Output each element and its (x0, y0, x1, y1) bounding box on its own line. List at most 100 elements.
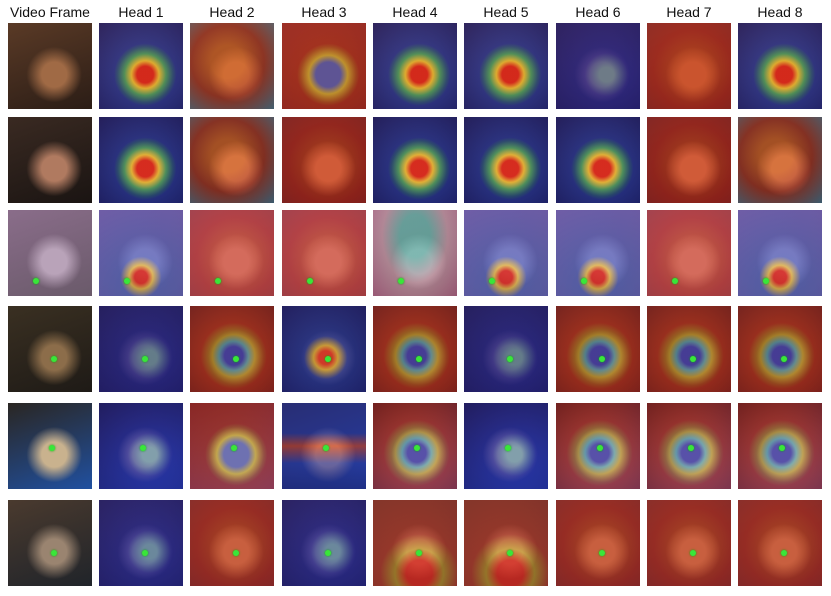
gaze-point-marker (507, 356, 514, 363)
head-3-heatmap-wall-corner (282, 210, 366, 296)
head-3-heatmap-stovetop-pan (282, 23, 366, 109)
attention-overlay (373, 500, 457, 586)
attention-overlay (738, 306, 822, 392)
attention-overlay (738, 210, 822, 296)
attention-overlay (282, 210, 366, 296)
head-7-heatmap-table-gameplay (647, 500, 731, 586)
gaze-point-marker (325, 550, 332, 557)
attention-overlay (556, 117, 640, 203)
head-1-heatmap-board-game-table (99, 306, 183, 392)
gaze-point-marker (488, 277, 495, 284)
gaze-point-marker (51, 356, 58, 363)
attention-overlay (190, 23, 274, 109)
video-frame-stovetop-pan (8, 23, 92, 109)
header-video-frame: Video Frame (10, 4, 90, 20)
gaze-point-marker (690, 550, 697, 557)
head-4-heatmap-dining-room-person (373, 403, 457, 489)
attention-overlay (190, 500, 274, 586)
gaze-point-marker (325, 356, 332, 363)
gaze-point-marker (48, 444, 55, 451)
head-6-heatmap-dining-room-person (556, 403, 640, 489)
gaze-point-marker (778, 444, 785, 451)
head-1-heatmap-wall-corner (99, 210, 183, 296)
head-8-heatmap-dining-room-person (738, 403, 822, 489)
gaze-point-marker (139, 444, 146, 451)
frame-image (8, 117, 92, 203)
gaze-point-marker (413, 444, 420, 451)
attention-overlay (556, 23, 640, 109)
gaze-point-marker (51, 550, 58, 557)
attention-overlay (738, 117, 822, 203)
frame-image (8, 210, 92, 296)
head-3-heatmap-dining-room-person (282, 403, 366, 489)
head-5-heatmap-wall-corner (464, 210, 548, 296)
head-3-heatmap-board-game-table (282, 306, 366, 392)
head-4-heatmap-wall-corner (373, 210, 457, 296)
attention-overlay (556, 306, 640, 392)
head-3-heatmap-table-gameplay (282, 500, 366, 586)
attention-overlay (190, 117, 274, 203)
frame-image (8, 306, 92, 392)
gaze-point-marker (781, 356, 788, 363)
attention-overlay (190, 306, 274, 392)
gaze-point-marker (397, 277, 404, 284)
attention-overlay (99, 210, 183, 296)
head-8-heatmap-stovetop-burners (738, 117, 822, 203)
head-4-heatmap-stovetop-burners (373, 117, 457, 203)
gaze-point-marker (504, 444, 511, 451)
head-5-heatmap-stovetop-burners (464, 117, 548, 203)
attention-overlay (282, 23, 366, 109)
attention-overlay (99, 306, 183, 392)
attention-overlay (647, 500, 731, 586)
header-head-4: Head 4 (392, 4, 438, 20)
video-frame-board-game-table (8, 306, 92, 392)
attention-overlay (647, 117, 731, 203)
head-5-heatmap-dining-room-person (464, 403, 548, 489)
header-head-3: Head 3 (301, 4, 347, 20)
head-7-heatmap-stovetop-burners (647, 117, 731, 203)
head-6-heatmap-stovetop-burners (556, 117, 640, 203)
head-7-heatmap-dining-room-person (647, 403, 731, 489)
gaze-point-marker (32, 277, 39, 284)
attention-overlay (99, 500, 183, 586)
attention-overlay (556, 500, 640, 586)
frame-image (8, 500, 92, 586)
head-8-heatmap-wall-corner (738, 210, 822, 296)
header-head-6: Head 6 (575, 4, 621, 20)
head-6-heatmap-wall-corner (556, 210, 640, 296)
gaze-point-marker (214, 277, 221, 284)
head-4-heatmap-board-game-table (373, 306, 457, 392)
gaze-point-marker (306, 277, 313, 284)
head-1-heatmap-table-gameplay (99, 500, 183, 586)
head-7-heatmap-board-game-table (647, 306, 731, 392)
attention-overlay (738, 500, 822, 586)
gaze-point-marker (233, 550, 240, 557)
head-7-heatmap-wall-corner (647, 210, 731, 296)
attention-overlay (99, 23, 183, 109)
head-6-heatmap-stovetop-pan (556, 23, 640, 109)
head-5-heatmap-board-game-table (464, 306, 548, 392)
gaze-point-marker (687, 444, 694, 451)
header-head-7: Head 7 (666, 4, 712, 20)
attention-overlay (99, 117, 183, 203)
gaze-point-marker (142, 356, 149, 363)
attention-overlay (373, 306, 457, 392)
head-1-heatmap-dining-room-person (99, 403, 183, 489)
attention-overlay (373, 210, 457, 296)
header-head-5: Head 5 (483, 4, 529, 20)
video-frame-dining-room-person (8, 403, 92, 489)
head-2-heatmap-dining-room-person (190, 403, 274, 489)
attention-overlay (464, 500, 548, 586)
header-head-8: Head 8 (757, 4, 803, 20)
video-frame-table-gameplay (8, 500, 92, 586)
video-frame-stovetop-burners (8, 117, 92, 203)
attention-overlay (190, 210, 274, 296)
attention-overlay (282, 306, 366, 392)
attention-overlay (647, 306, 731, 392)
head-3-heatmap-stovetop-burners (282, 117, 366, 203)
attention-overlay (282, 117, 366, 203)
head-8-heatmap-table-gameplay (738, 500, 822, 586)
attention-overlay (373, 117, 457, 203)
attention-overlay (464, 117, 548, 203)
